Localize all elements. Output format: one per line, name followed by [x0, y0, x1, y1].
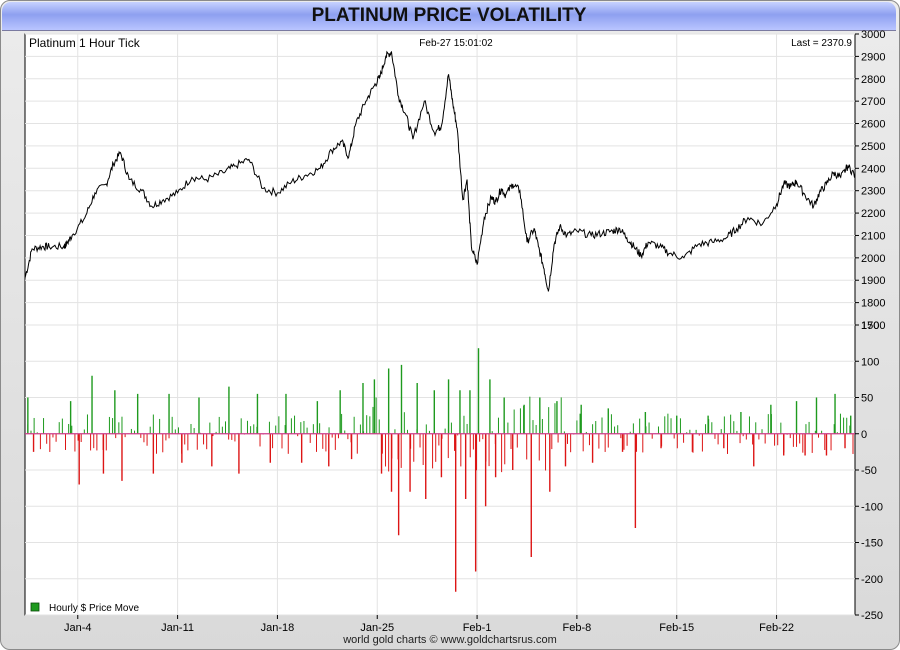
last-price-label: Last = 2370.9 — [791, 38, 852, 49]
legend-label: Hourly $ Price Move — [49, 603, 139, 614]
price-y-tick-label: 1800 — [861, 298, 885, 310]
price-y-tick-label: 2900 — [861, 51, 885, 63]
price-line — [24, 50, 856, 292]
x-tick-label: Feb-22 — [759, 622, 794, 634]
price-y-tick-label: 2600 — [861, 119, 885, 131]
timestamp-label: Feb-27 15:01:02 — [419, 38, 493, 49]
volatility-y-tick-label: 150 — [861, 320, 879, 332]
axis-layer: 1700 1800 1900 2000 2100 2200 2300 2400 2500 2600… — [64, 29, 885, 634]
x-tick-label: Jan-4 — [64, 622, 92, 634]
price-y-tick-label: 2700 — [861, 96, 885, 108]
volatility-y-tick-label: -150 — [861, 538, 883, 550]
x-tick-label: Jan-18 — [261, 622, 295, 634]
volatility-y-tick-label: -50 — [861, 465, 877, 477]
page-title: PLATINUM PRICE VOLATILITY — [2, 2, 896, 31]
price-y-tick-label: 2300 — [861, 186, 885, 198]
legend-swatch — [30, 602, 40, 612]
volatility-y-tick-label: -100 — [861, 501, 883, 513]
price-y-tick-label: 2200 — [861, 208, 885, 220]
volatility-y-tick-label: 0 — [861, 429, 867, 441]
price-y-tick-label: 2800 — [861, 74, 885, 86]
x-tick-label: Jan-25 — [360, 622, 394, 634]
volatility-y-tick-label: 100 — [861, 356, 879, 368]
price-y-tick-label: 1700 — [861, 320, 885, 332]
bar-layer — [25, 348, 855, 592]
price-y-tick-label: 2400 — [861, 163, 885, 175]
x-tick-label: Feb-15 — [659, 622, 694, 634]
price-y-tick-label: 2100 — [861, 230, 885, 242]
grid-layer — [25, 33, 855, 616]
x-tick-label: Feb-8 — [563, 622, 592, 634]
price-y-tick-label: 1900 — [861, 275, 885, 287]
volatility-y-tick-label: -200 — [861, 574, 883, 586]
footer-credit: world gold charts © www.goldchartsrus.co… — [343, 634, 557, 646]
price-y-tick-label: 2500 — [861, 141, 885, 153]
price-panel-title: Platinum 1 Hour Tick — [29, 36, 141, 50]
volatility-y-tick-label: -250 — [861, 610, 883, 622]
price-layer — [24, 50, 856, 292]
price-y-tick-label: 2000 — [861, 253, 885, 265]
x-tick-label: Jan-11 — [161, 622, 194, 634]
price-y-tick-label: 3000 — [861, 29, 885, 41]
volatility-y-tick-label: 50 — [861, 393, 873, 405]
x-tick-label: Feb-1 — [463, 622, 492, 634]
